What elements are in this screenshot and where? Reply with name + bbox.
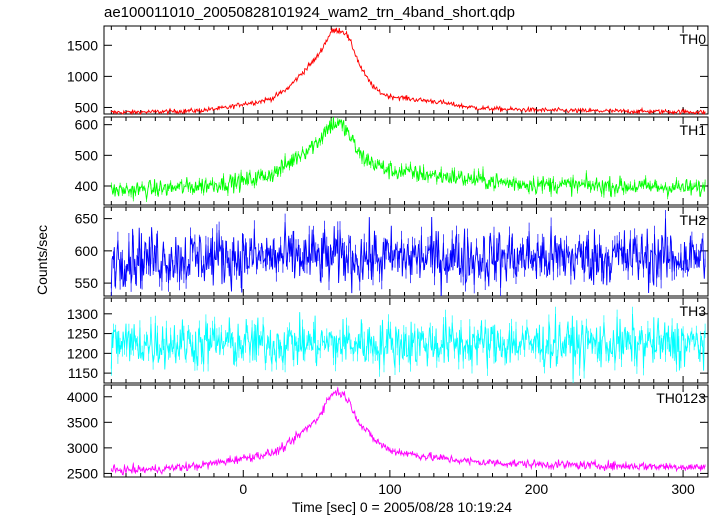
y-tick-label: 1250 — [67, 326, 98, 342]
y-axis-title: Counts/sec — [34, 225, 50, 295]
y-tick-label: 1300 — [67, 306, 98, 322]
panel-frame — [103, 384, 709, 478]
x-tick-label: 0 — [239, 481, 247, 497]
series-line-th0 — [111, 27, 706, 116]
panel-frame — [103, 116, 709, 206]
series-line-th0123 — [110, 388, 706, 476]
series-line-th1 — [110, 117, 706, 200]
figure-title: ae100011010_20050828101924_wam2_trn_4ban… — [104, 4, 515, 21]
x-tick-label: 200 — [525, 481, 549, 497]
y-tick-label: 1150 — [68, 365, 98, 381]
y-tick-label: 3000 — [67, 440, 98, 456]
y-tick-label: 650 — [75, 211, 99, 227]
y-tick-label: 2500 — [67, 465, 98, 481]
y-tick-label: 4000 — [67, 389, 98, 405]
y-tick-label: 550 — [75, 275, 99, 291]
y-tick-label: 600 — [75, 243, 99, 259]
series-error-bars — [110, 386, 706, 476]
x-axis-title: Time [sec] 0 = 2005/08/28 10:19:24 — [292, 499, 512, 515]
x-tick-label: 300 — [671, 481, 695, 497]
series-line-th2 — [110, 216, 706, 296]
panel-label: TH0 — [680, 31, 707, 47]
panel-th2: 550 600 650 TH2 — [75, 206, 709, 297]
panel-label: TH1 — [680, 122, 707, 138]
panel-frame — [103, 25, 709, 115]
panel-label: TH3 — [680, 303, 707, 319]
y-tick-label: 500 — [75, 147, 99, 163]
x-tick-label: 100 — [378, 481, 402, 497]
panel-th3: 1150 1200 1250 1300 TH3 — [67, 297, 709, 384]
panel-th0123: 2500 3000 3500 4000 0 100 200 300 TH0123 — [67, 384, 709, 497]
series-error-bars — [110, 117, 706, 202]
series-line-th3 — [110, 312, 706, 380]
y-tick-label: 1500 — [67, 37, 98, 53]
y-tick-label: 600 — [75, 117, 99, 133]
y-tick-label: 400 — [75, 178, 99, 194]
y-tick-label: 1200 — [67, 345, 98, 361]
panel-label: TH2 — [680, 212, 707, 228]
panel-label: TH0123 — [656, 390, 706, 406]
y-tick-label: 500 — [75, 99, 99, 115]
panel-th0: 500 1000 1500 TH0 — [67, 25, 709, 116]
y-tick-label: 1000 — [67, 68, 98, 84]
series-error-bars — [110, 29, 706, 114]
panel-frame — [103, 297, 709, 384]
panel-frame — [103, 206, 709, 297]
y-tick-label: 3500 — [67, 414, 98, 430]
panel-th1: 400 500 600 TH1 — [75, 116, 709, 206]
